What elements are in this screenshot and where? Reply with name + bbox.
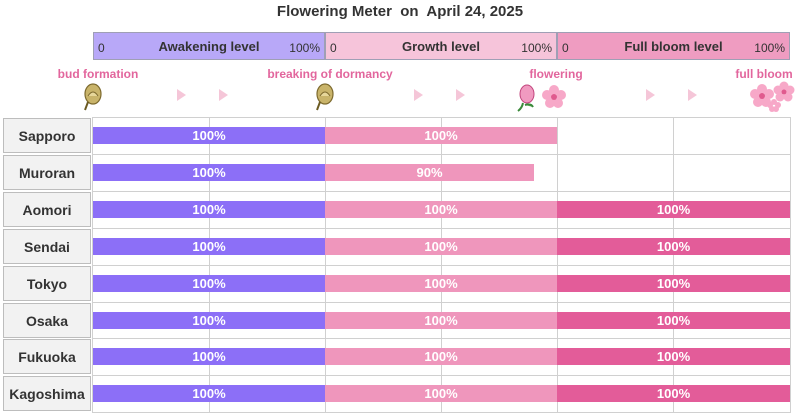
bud-icon <box>84 83 102 111</box>
bar-value-label: 100% <box>192 276 226 291</box>
stage-name: Awakening level <box>158 39 260 54</box>
city-label: Sendai <box>3 229 91 264</box>
stage-header-growth: 0 Growth level 100% <box>325 32 557 60</box>
bar-value-label: 100% <box>424 349 458 364</box>
bar-full-bloom-level: 100% <box>557 238 790 255</box>
bar-value-label: 100% <box>656 313 691 328</box>
bar-value-label: 100% <box>656 239 691 254</box>
bar-full-bloom-level: 100% <box>557 348 790 365</box>
stage-max-label: 100% <box>754 41 785 55</box>
chart-title: Flowering Meter on April 24, 2025 <box>276 3 524 20</box>
stage-min-label: 0 <box>98 41 105 55</box>
grid-line <box>92 117 790 118</box>
bar-growth-level: 100% <box>325 348 557 365</box>
grid-line <box>92 191 790 192</box>
bar-growth-level: 100% <box>325 312 557 329</box>
stage-max-label: 100% <box>521 41 552 55</box>
bar-awakening-level: 100% <box>93 312 325 329</box>
city-label: Osaka <box>3 303 91 338</box>
city-label: Kagoshima <box>3 376 91 411</box>
grid-line <box>92 375 790 376</box>
city-label: Muroran <box>3 155 91 190</box>
city-label: Fukuoka <box>3 339 91 374</box>
bar-value-label: 100% <box>424 276 458 291</box>
bar-value-label: 100% <box>424 386 458 401</box>
bar-awakening-level: 100% <box>93 127 325 144</box>
stage-min-label: 0 <box>330 41 337 55</box>
stage-name: Full bloom level <box>624 39 723 54</box>
bar-growth-level: 100% <box>325 385 557 402</box>
bar-full-bloom-level: 100% <box>557 312 790 329</box>
bar-growth-level: 100% <box>325 127 557 144</box>
grid-line <box>92 302 790 303</box>
bar-awakening-level: 100% <box>93 238 325 255</box>
bar-value-label: 100% <box>424 313 458 328</box>
city-label: Sapporo <box>3 118 91 153</box>
city-label: Aomori <box>3 192 91 227</box>
grid-line <box>790 117 791 413</box>
flowers-icon <box>750 81 795 112</box>
bar-value-label: 100% <box>192 128 226 143</box>
bar-value-label: 100% <box>192 239 226 254</box>
bar-growth-level: 100% <box>325 275 557 292</box>
grid-line <box>92 228 790 229</box>
milestone-bud-formation: bud formation <box>57 67 139 81</box>
arrow-icon <box>414 89 423 101</box>
bar-value-label: 100% <box>656 276 691 291</box>
city-label: Tokyo <box>3 266 91 301</box>
arrow-icon <box>177 89 186 101</box>
stage-header-full-bloom: 0 Full bloom level 100% <box>557 32 790 60</box>
bar-value-label: 100% <box>424 202 458 217</box>
bar-value-label: 100% <box>192 202 226 217</box>
stage-header-awakening: 0 Awakening level 100% <box>93 32 325 60</box>
arrow-icon <box>646 89 655 101</box>
bar-value-label: 100% <box>424 128 458 143</box>
arrow-icon <box>688 89 697 101</box>
bar-full-bloom-level: 100% <box>557 275 790 292</box>
grid-line <box>92 338 790 339</box>
bud-icon <box>316 83 334 111</box>
bar-value-label: 90% <box>416 165 443 180</box>
stage-min-label: 0 <box>562 41 569 55</box>
milestone-breaking-of-dormancy: breaking of dormancy <box>267 67 393 81</box>
bar-value-label: 100% <box>656 202 691 217</box>
bar-growth-level: 100% <box>325 238 557 255</box>
bar-growth-level: 90% <box>325 164 534 181</box>
bar-awakening-level: 100% <box>93 164 325 181</box>
bar-awakening-level: 100% <box>93 275 325 292</box>
bar-value-label: 100% <box>656 349 691 364</box>
bar-awakening-level: 100% <box>93 348 325 365</box>
stage-max-label: 100% <box>289 41 320 55</box>
bar-value-label: 100% <box>424 239 458 254</box>
bar-value-label: 100% <box>192 349 226 364</box>
flower-icon <box>517 84 566 112</box>
bar-full-bloom-level: 100% <box>557 201 790 218</box>
bar-full-bloom-level: 100% <box>557 385 790 402</box>
milestone-full-bloom: full bloom <box>735 67 793 81</box>
bar-growth-level: 100% <box>325 201 557 218</box>
grid-line <box>92 154 790 155</box>
bar-awakening-level: 100% <box>93 385 325 402</box>
stage-name: Growth level <box>401 39 481 54</box>
arrow-icon <box>219 89 228 101</box>
bar-awakening-level: 100% <box>93 201 325 218</box>
grid-line <box>92 265 790 266</box>
bar-value-label: 100% <box>656 386 691 401</box>
bar-value-label: 100% <box>192 165 226 180</box>
grid-line <box>92 412 790 413</box>
milestone-flowering: flowering <box>529 67 583 81</box>
arrow-icon <box>456 89 465 101</box>
bar-value-label: 100% <box>192 313 226 328</box>
bar-value-label: 100% <box>192 386 226 401</box>
